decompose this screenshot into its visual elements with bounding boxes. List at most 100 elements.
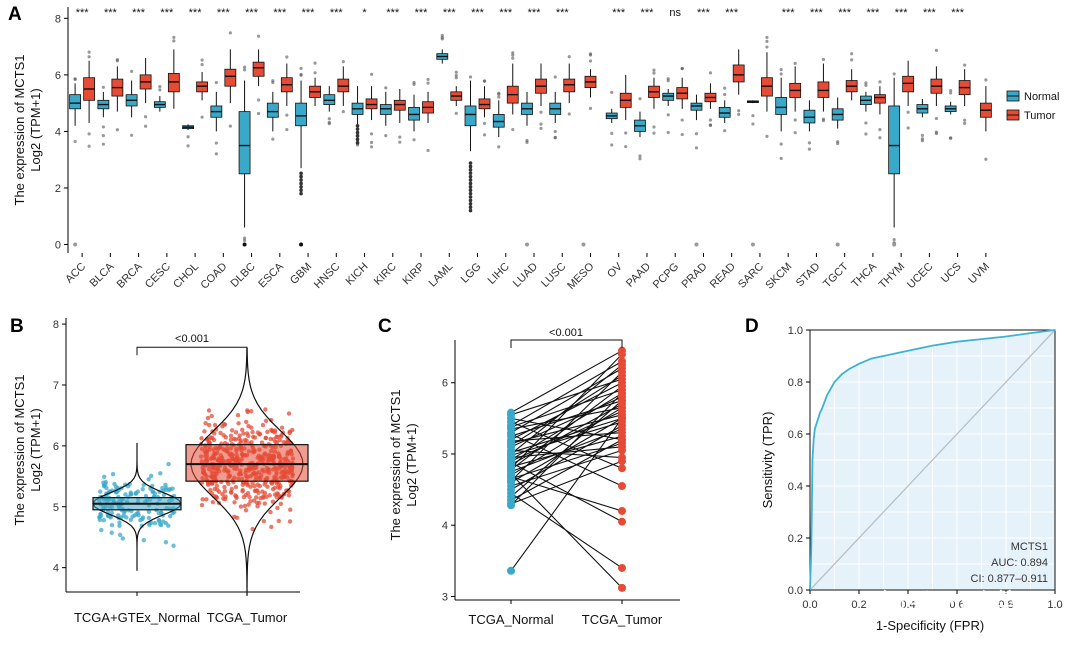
- normal-outlier: [920, 137, 924, 141]
- tumor-outlier: [87, 132, 91, 136]
- zero-outlier: [694, 242, 699, 247]
- data-point: [228, 433, 234, 439]
- tumor-outlier: [934, 130, 938, 134]
- data-point: [242, 503, 248, 509]
- significance-label: ***: [302, 7, 316, 19]
- tumor-outlier: [398, 140, 402, 144]
- data-point: [110, 472, 116, 477]
- data-point: [167, 513, 173, 519]
- pair-line: [510, 435, 623, 468]
- normal-outlier: [751, 122, 755, 126]
- y-axis-title: The expression of MCTS1: [12, 54, 27, 205]
- box: [185, 444, 309, 482]
- data-point: [147, 522, 152, 528]
- data-point: [238, 440, 243, 445]
- significance-label: ***: [810, 7, 824, 19]
- normal-outlier: [864, 83, 868, 87]
- zero-outlier: [73, 242, 78, 247]
- x-tick-label: BRCA: [115, 260, 146, 291]
- zero-outlier: [242, 242, 247, 247]
- tumor-outlier: [115, 57, 119, 62]
- y-axis-title-line2: Log2 (TPM+1): [404, 423, 419, 506]
- data-point: [140, 516, 145, 522]
- zero-outlier: [525, 242, 529, 247]
- tumor-outlier: [984, 78, 988, 82]
- tumor-outlier: [87, 55, 91, 59]
- pair-line: [510, 360, 623, 426]
- roc-annotation-title: MCTS1: [1011, 541, 1048, 553]
- pair-line: [510, 417, 623, 483]
- tumor-outlier: [313, 61, 317, 65]
- data-point: [99, 527, 104, 533]
- data-point: [223, 494, 228, 499]
- tumor-outlier: [765, 45, 769, 49]
- data-point: [274, 434, 279, 440]
- normal-outlier: [638, 157, 642, 161]
- pair-line: [510, 371, 623, 482]
- normal-outlier: [440, 36, 444, 40]
- normal-outlier: [271, 79, 275, 83]
- tumor-outlier: [652, 125, 656, 129]
- data-point: [206, 422, 212, 428]
- data-point: [229, 490, 234, 495]
- tumor-outlier: [511, 51, 515, 55]
- tumor-outlier: [256, 34, 261, 38]
- significance-label: ***: [725, 7, 739, 19]
- data-point: [252, 483, 257, 489]
- tumor-point: [618, 583, 626, 592]
- pair-line: [510, 433, 623, 487]
- data-point: [220, 424, 225, 429]
- y-tick-label: 8: [53, 319, 59, 331]
- tumor-outlier: [680, 67, 684, 71]
- y-tick-label: 3: [442, 591, 448, 603]
- data-point: [287, 519, 293, 524]
- tumor-outlier: [369, 140, 374, 145]
- pair-line: [510, 403, 623, 466]
- significance-label: ***: [838, 7, 852, 19]
- tumor-box: [563, 78, 576, 93]
- tumor-outlier: [285, 127, 289, 132]
- data-point: [260, 489, 265, 494]
- tumor-outlier: [793, 131, 797, 135]
- data-point: [146, 509, 152, 515]
- normal-outlier: [73, 139, 77, 144]
- pair-line: [510, 350, 623, 414]
- tumor-outlier: [256, 98, 261, 102]
- data-point: [255, 504, 260, 509]
- data-point: [200, 497, 205, 502]
- x-tick-label: ESCA: [256, 260, 286, 290]
- tumor-box: [337, 78, 350, 93]
- y-tick-label: 0.2: [788, 533, 803, 545]
- normal-outlier: [214, 141, 218, 145]
- normal-box: [492, 114, 505, 128]
- significance-label: ***: [443, 7, 457, 19]
- x-tick-label: KIRP: [401, 261, 428, 288]
- data-point: [248, 499, 253, 504]
- x-tick-label: UCS: [939, 261, 964, 286]
- data-point: [109, 530, 114, 535]
- normal-outlier: [271, 137, 275, 141]
- tumor-outlier: [285, 55, 289, 59]
- normal-outlier: [158, 84, 162, 89]
- data-point: [214, 427, 219, 432]
- normal-outlier: [694, 132, 699, 136]
- tumor-outlier: [454, 111, 458, 115]
- pair-line: [510, 407, 623, 476]
- tumor-outlier: [454, 73, 458, 78]
- x-tick-label: THCA: [849, 260, 879, 290]
- tumor-outlier: [878, 80, 882, 84]
- data-point: [112, 481, 117, 487]
- normal-outlier: [327, 120, 331, 125]
- tumor-outlier: [624, 131, 628, 135]
- normal-outlier: [412, 138, 416, 142]
- tumor-outlier: [821, 57, 826, 62]
- y-tick-label: 4: [55, 126, 61, 138]
- data-point: [288, 507, 293, 512]
- data-point: [130, 514, 135, 519]
- tumor-outlier: [144, 115, 148, 119]
- x-tick-label: CHOL: [171, 261, 201, 291]
- tumor-outlier: [398, 135, 402, 139]
- normal-box: [238, 111, 251, 175]
- data-point: [208, 435, 214, 440]
- data-point: [279, 425, 285, 430]
